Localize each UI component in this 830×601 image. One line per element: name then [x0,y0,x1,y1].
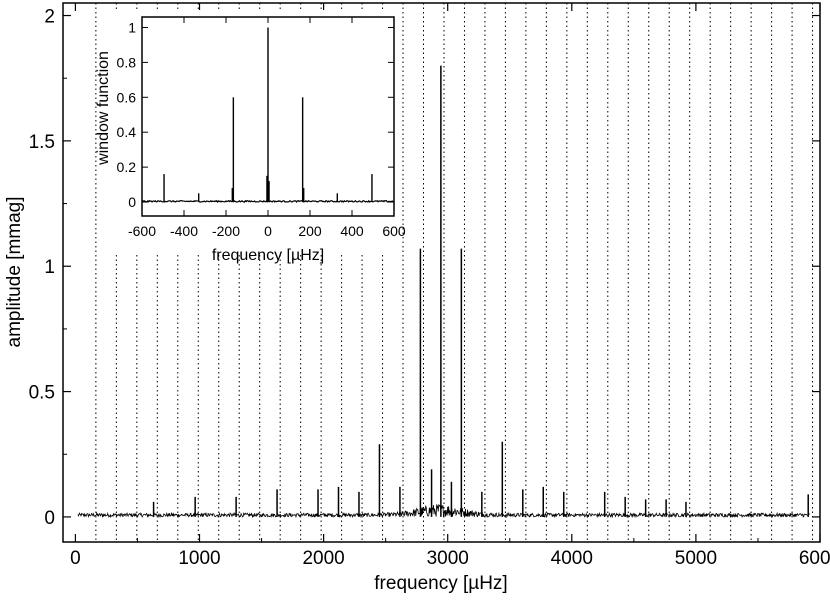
x-tick-label: 3000 [427,548,469,569]
y-tick-label: 2 [44,7,55,28]
x-tick-label: 5000 [675,548,717,569]
y-tick-label: 0 [44,508,55,529]
inset-x-axis: -600 -400 -200 0 200 400 600 [128,17,406,239]
inset-y-tick-label: 0 [128,194,136,210]
main-plot-frame [62,2,821,543]
main-x-axis-label: frequency [µHz] [374,573,507,594]
inset-spectrum [141,27,395,204]
inset-x-tick-label: 600 [382,223,406,239]
inset-x-tick-label: -200 [212,223,240,239]
inset-y-axis-label: window function [95,51,112,166]
y-tick-label: 1 [44,257,55,278]
inset-y-tick-label: 1 [128,19,136,35]
inset-y-tick-label: 0.4 [117,124,137,140]
main-spectrum [77,65,811,519]
x-tick-label: 4000 [551,548,593,569]
inset-x-tick-label: -600 [128,223,156,239]
x-tick-label: 1000 [178,548,220,569]
y-tick-label: 0.5 [29,383,55,404]
y-tick-label: 1.5 [29,132,55,153]
inset-x-tick-label: -400 [170,223,198,239]
inset-y-tick-label: 0.2 [117,159,137,175]
inset-x-tick-label: 200 [298,223,322,239]
main-y-axis-label: amplitude [mmag] [4,196,25,347]
inset-y-tick-label: 0.8 [117,54,137,70]
x-tick-label: 0 [70,548,81,569]
inset-y-tick-label: 0.6 [117,89,137,105]
inset-y-axis: 0 0.2 0.4 0.6 0.8 1 [117,19,394,210]
inset-x-tick-label: 0 [264,223,272,239]
inset-plot: -600 -400 -200 0 200 400 600 0 0.2 0.4 0.6 0.8 1 fr… [95,10,406,264]
inset-x-axis-label: frequency [µHz] [212,247,324,264]
main-y-axis: 0 0.5 1 1.5 2 [29,7,820,529]
inset-x-tick-label: 400 [340,223,364,239]
noise-trace [77,503,811,519]
x-tick-label: 2000 [302,548,344,569]
